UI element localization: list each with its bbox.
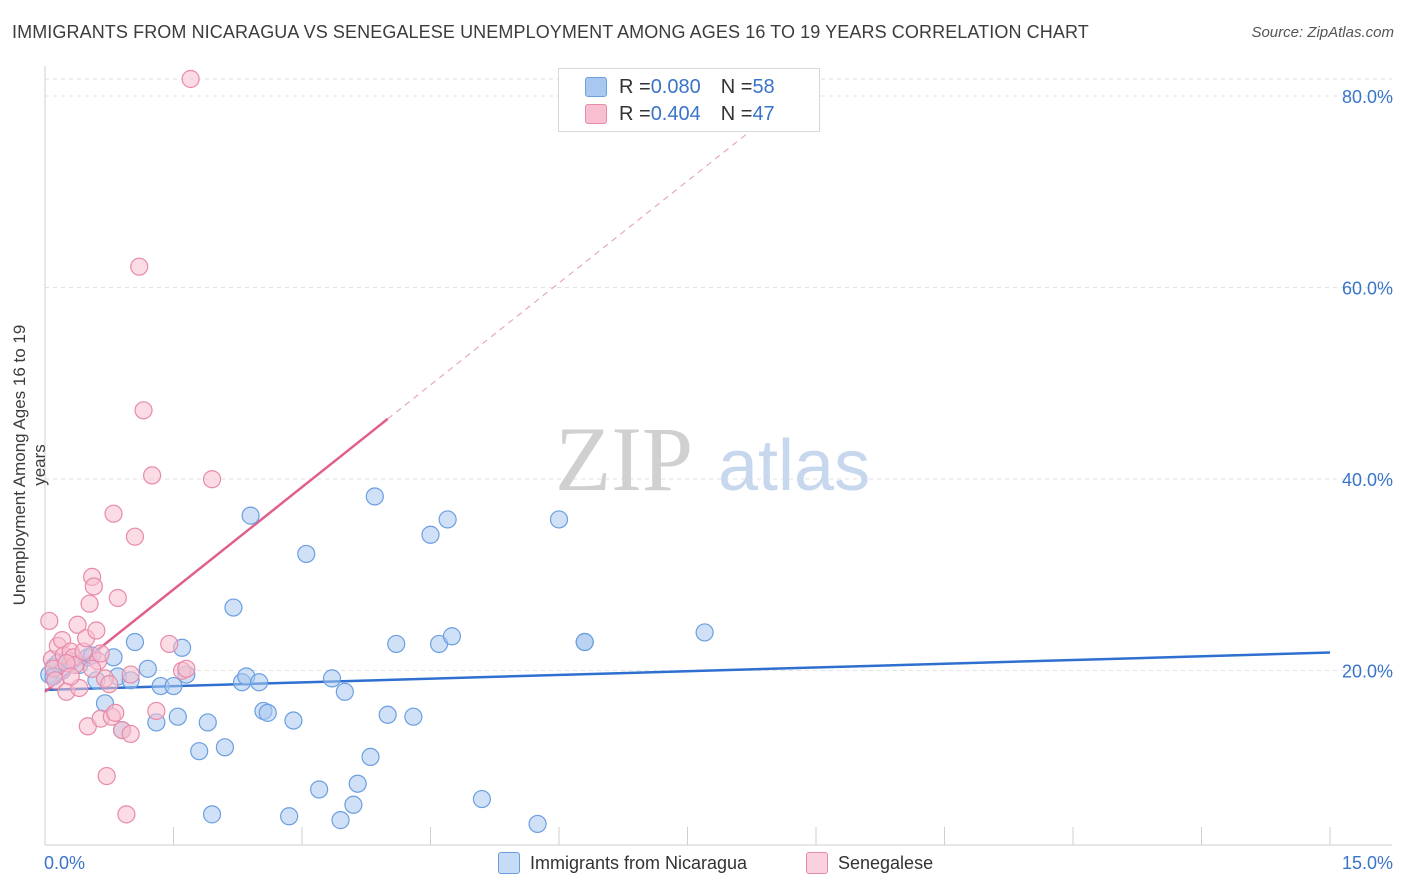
- chart-title: IMMIGRANTS FROM NICARAGUA VS SENEGALESE …: [12, 22, 1089, 42]
- point-nicaragua: [387, 634, 406, 654]
- point-senegalese: [177, 659, 196, 678]
- point-nicaragua: [438, 510, 457, 529]
- y-tick-label: 20.0%: [1342, 662, 1393, 682]
- legend-swatch-senegalese: [585, 104, 607, 124]
- point-nicaragua: [138, 659, 157, 678]
- point-nicaragua: [528, 814, 547, 834]
- point-senegalese: [202, 470, 222, 489]
- chart-source: Source: ZipAtlas.com: [1251, 24, 1394, 41]
- y-tick-label: 40.0%: [1342, 470, 1393, 490]
- point-nicaragua: [335, 682, 354, 701]
- series-name-senegalese: Senegalese: [838, 852, 934, 873]
- point-nicaragua: [365, 487, 384, 506]
- point-nicaragua: [215, 738, 234, 757]
- point-senegalese: [160, 634, 179, 654]
- point-nicaragua: [421, 525, 440, 544]
- y-axis-label: Unemployment Among Ages 16 to 19 years: [10, 324, 49, 606]
- legend-n-value: 58: [752, 75, 775, 98]
- legend-row-nicaragua: R = 0.080 N = 58: [585, 76, 775, 98]
- point-nicaragua: [404, 707, 423, 726]
- legend-row-senegalese: R = 0.404 N = 47: [585, 103, 775, 125]
- x-tick-label: 0.0%: [44, 853, 85, 873]
- x-tick-label: 15.0%: [1342, 853, 1393, 873]
- point-nicaragua: [472, 789, 491, 809]
- point-senegalese: [142, 466, 162, 485]
- point-senegalese: [40, 611, 59, 631]
- watermark-zip: ZIP: [555, 408, 693, 510]
- point-senegalese: [134, 401, 153, 420]
- point-senegalese: [83, 659, 102, 678]
- series-swatch-nicaragua: [498, 852, 520, 874]
- trendline-senegalese-extension: [387, 78, 817, 420]
- watermark-atlas: atlas: [718, 426, 870, 506]
- point-senegalese: [121, 665, 140, 684]
- point-nicaragua: [168, 707, 187, 726]
- correlation-legend: R = 0.080 N = 58 R = 0.404 N = 47: [558, 68, 820, 132]
- point-nicaragua: [310, 780, 329, 799]
- legend-n-label: N =: [720, 102, 753, 125]
- point-nicaragua: [442, 627, 462, 646]
- point-senegalese: [147, 701, 166, 721]
- legend-swatch-nicaragua: [585, 77, 607, 97]
- point-nicaragua: [575, 632, 594, 652]
- point-nicaragua: [322, 669, 342, 688]
- point-senegalese: [108, 588, 127, 608]
- point-nicaragua: [198, 713, 217, 732]
- legend-r-label: R =: [619, 102, 651, 125]
- point-senegalese: [87, 621, 106, 640]
- point-senegalese: [68, 615, 87, 634]
- point-nicaragua: [258, 703, 277, 722]
- point-senegalese: [125, 527, 145, 546]
- point-nicaragua: [224, 598, 243, 617]
- series-legend-nicaragua: Immigrants from Nicaragua: [498, 852, 747, 874]
- point-senegalese: [130, 257, 149, 276]
- point-nicaragua: [280, 807, 299, 826]
- point-nicaragua: [164, 676, 183, 696]
- point-nicaragua: [241, 506, 260, 525]
- point-senegalese: [121, 724, 140, 744]
- point-senegalese: [104, 504, 123, 523]
- point-nicaragua: [695, 623, 714, 642]
- point-senegalese: [97, 766, 116, 786]
- point-nicaragua: [344, 795, 363, 814]
- series-name-nicaragua: Immigrants from Nicaragua: [530, 852, 748, 873]
- legend-r-value: 0.080: [650, 75, 701, 98]
- y-tick-label: 80.0%: [1342, 87, 1393, 107]
- point-nicaragua: [190, 742, 209, 761]
- point-senegalese: [117, 805, 136, 824]
- point-nicaragua: [284, 711, 303, 730]
- point-nicaragua: [331, 811, 350, 830]
- point-nicaragua: [250, 673, 269, 692]
- point-nicaragua: [361, 747, 380, 767]
- legend-r-value: 0.404: [650, 102, 701, 125]
- point-senegalese: [181, 69, 200, 89]
- point-nicaragua: [202, 805, 222, 824]
- point-senegalese: [61, 667, 80, 686]
- series-swatch-senegalese: [806, 852, 828, 874]
- point-nicaragua: [125, 632, 145, 652]
- legend-r-label: R =: [619, 75, 651, 98]
- legend-n-value: 47: [752, 102, 775, 125]
- point-nicaragua: [348, 774, 367, 793]
- point-nicaragua: [378, 705, 397, 724]
- point-senegalese: [91, 644, 110, 663]
- point-nicaragua: [297, 544, 316, 564]
- y-tick-label: 60.0%: [1342, 279, 1393, 299]
- point-senegalese: [106, 703, 125, 722]
- point-senegalese: [80, 594, 99, 613]
- point-senegalese: [100, 675, 119, 694]
- point-senegalese: [84, 577, 103, 596]
- series-legend-senegalese: Senegalese: [806, 852, 933, 874]
- legend-n-label: N =: [720, 75, 753, 98]
- point-nicaragua: [549, 510, 569, 529]
